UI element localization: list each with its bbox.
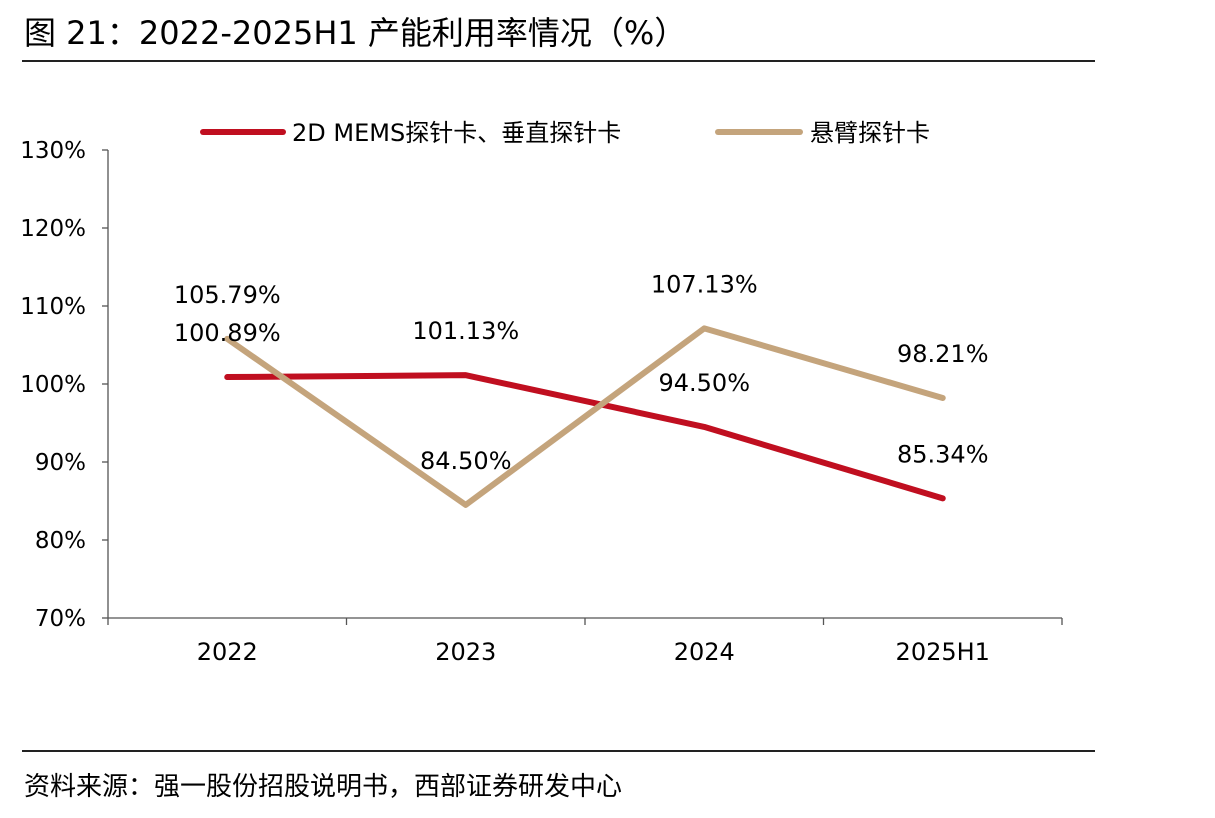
x-tick-label: 2022 [197,638,258,666]
data-label: 85.34% [897,440,989,468]
data-label: 84.50% [420,447,512,475]
y-tick-label: 90% [35,450,86,476]
legend-label-2: 悬臂探针卡 [810,119,930,147]
y-tick-label: 120% [20,216,86,242]
series-line-1 [224,372,946,502]
source-divider [22,750,1095,752]
x-tick-label: 2024 [674,638,735,666]
data-label: 105.79% [174,281,281,309]
y-tick-label: 80% [35,528,86,554]
y-tick-label: 70% [35,606,86,632]
figure-title: 图 21：2022-2025H1 产能利用率情况（%） [24,14,687,52]
legend-label-1: 2D MEMS探针卡、垂直探针卡 [292,119,621,147]
x-tick-label: 2025H1 [896,638,990,666]
data-label: 94.50% [658,369,750,397]
title-divider [22,60,1095,62]
y-tick-label: 130% [20,138,86,164]
data-label: 98.21% [897,340,989,368]
data-label: 107.13% [651,270,758,298]
series-line-2 [224,325,946,508]
x-tick-label: 2023 [435,638,496,666]
data-label: 100.89% [174,319,281,347]
y-tick-label: 110% [20,294,86,320]
data-label: 101.13% [412,317,519,345]
y-tick-label: 100% [20,372,86,398]
source-note: 资料来源：强一股份招股说明书，西部证券研发中心 [24,772,623,802]
